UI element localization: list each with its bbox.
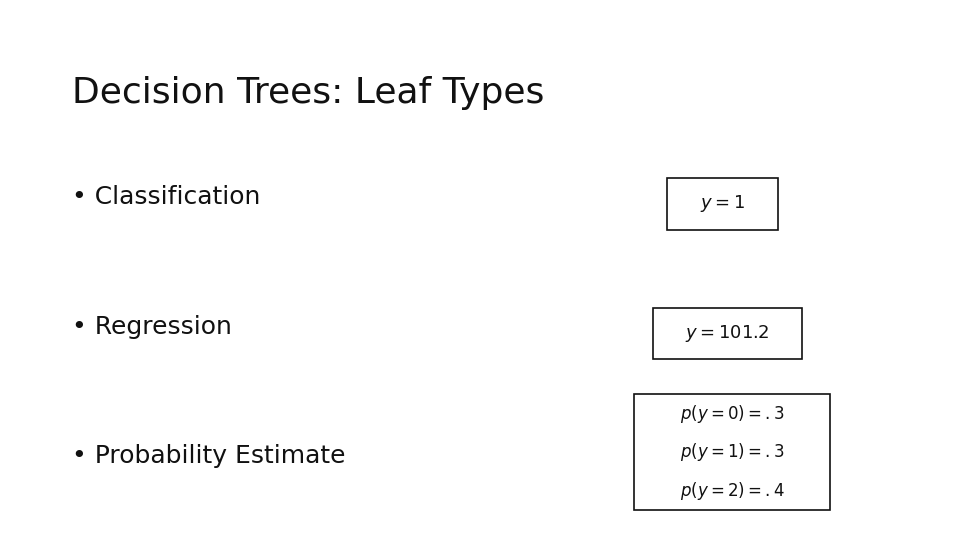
FancyBboxPatch shape — [667, 178, 778, 230]
FancyBboxPatch shape — [634, 394, 830, 510]
Text: • Classification: • Classification — [72, 185, 260, 209]
Text: • Regression: • Regression — [72, 315, 232, 339]
Text: $y = 1$: $y = 1$ — [700, 193, 745, 214]
Text: $y = 101.2$: $y = 101.2$ — [685, 323, 769, 344]
Text: $p(y = 2) = .4$: $p(y = 2) = .4$ — [680, 480, 784, 502]
Text: $p(y = 0) = .3$: $p(y = 0) = .3$ — [680, 402, 784, 424]
Text: $p(y = 1) = .3$: $p(y = 1) = .3$ — [680, 441, 784, 463]
Text: • Probability Estimate: • Probability Estimate — [72, 444, 346, 468]
Text: Decision Trees: Leaf Types: Decision Trees: Leaf Types — [72, 76, 544, 110]
FancyBboxPatch shape — [653, 308, 802, 359]
